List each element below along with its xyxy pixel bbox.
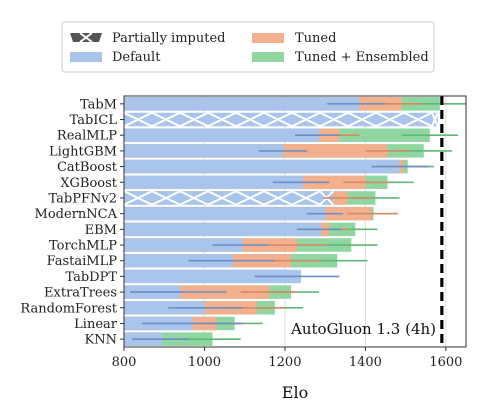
y-tick-label: FastaiMLP bbox=[47, 254, 118, 269]
legend-swatch-tuned bbox=[252, 33, 284, 43]
bar-default bbox=[124, 159, 400, 174]
legend-item-tuned: Tuned bbox=[252, 31, 336, 46]
legend: Partially imputed Tuned Default Tuned + … bbox=[61, 21, 435, 73]
hatch-line bbox=[124, 190, 153, 206]
y-tick-label: KNN bbox=[85, 333, 117, 348]
y-tick-label: ModernNCA bbox=[35, 207, 118, 222]
bar-default bbox=[124, 191, 334, 205]
hatch-line bbox=[179, 111, 209, 128]
bar-default bbox=[124, 222, 322, 237]
axes bbox=[123, 95, 467, 348]
y-tick-label: CatBoost bbox=[57, 160, 118, 175]
legend-swatch-default bbox=[70, 52, 102, 62]
bar-default bbox=[124, 206, 326, 221]
legend-item-ensembled: Tuned + Ensembled bbox=[252, 50, 429, 65]
hatch-line bbox=[124, 111, 153, 128]
y-tick-label: TabICL bbox=[70, 113, 118, 128]
y-tick-labels: TabMTabICLRealMLPLightGBMCatBoostXGBoost… bbox=[20, 97, 124, 348]
hatch-line bbox=[375, 111, 405, 128]
hatch-line bbox=[207, 190, 237, 206]
y-tick-label: ExtraTrees bbox=[44, 286, 117, 301]
reference-line-label: AutoGluon 1.3 (4h) bbox=[290, 320, 436, 338]
hatch-line bbox=[319, 111, 349, 128]
hatch-line bbox=[179, 190, 209, 206]
hatch-line bbox=[263, 190, 293, 206]
y-tick-label: RandomForest bbox=[20, 301, 117, 316]
bar-default bbox=[124, 175, 304, 190]
hatch-line bbox=[235, 190, 265, 206]
y-tick-label: TorchMLP bbox=[49, 239, 117, 254]
legend-label-default: Default bbox=[112, 50, 161, 65]
y-tick-label: TabDPT bbox=[65, 270, 117, 285]
x-axis-title: Elo bbox=[282, 383, 308, 402]
y-tick-label: EBM bbox=[85, 223, 117, 238]
hatch-line bbox=[151, 190, 181, 206]
bar-default bbox=[124, 238, 243, 252]
y-tick-label: Linear bbox=[74, 317, 118, 332]
y-tick-label: RealMLP bbox=[57, 129, 117, 144]
bar-default bbox=[124, 97, 360, 111]
x-tick-label: 1200 bbox=[268, 355, 301, 370]
bar-default bbox=[124, 301, 205, 315]
x-tick-labels: 800 1000 1200 1400 1600 bbox=[112, 347, 462, 370]
hatch-line bbox=[347, 111, 377, 128]
legend-item-imputed: Partially imputed bbox=[70, 31, 225, 46]
x-tick-label: 1400 bbox=[349, 355, 382, 370]
legend-swatch-ensembled bbox=[252, 52, 284, 62]
hatch-line bbox=[151, 111, 181, 128]
y-tick-label: LightGBM bbox=[49, 144, 117, 159]
hatch-line bbox=[291, 190, 321, 206]
hatch-line bbox=[263, 111, 293, 128]
bar-default bbox=[124, 269, 302, 284]
bar-default bbox=[124, 253, 233, 268]
hatch-line bbox=[431, 112, 439, 127]
bars-layer bbox=[124, 97, 466, 346]
hatch-line bbox=[235, 111, 265, 128]
y-tick-label: XGBoost bbox=[60, 176, 118, 191]
bar-default bbox=[124, 128, 320, 142]
plot-frame bbox=[123, 95, 467, 348]
hatch-line bbox=[403, 111, 433, 128]
legend-label-ensembled: Tuned + Ensembled bbox=[295, 50, 429, 65]
hatch-line bbox=[207, 111, 237, 128]
legend-frame bbox=[61, 21, 435, 73]
legend-item-default: Default bbox=[70, 50, 161, 65]
imputed-hatch bbox=[124, 111, 439, 128]
bar-default bbox=[124, 144, 283, 158]
x-tick-label: 1000 bbox=[188, 355, 221, 370]
legend-label-tuned: Tuned bbox=[295, 31, 336, 46]
y-tick-label: TabPFNv2 bbox=[49, 191, 118, 206]
x-tick-label: 800 bbox=[112, 355, 137, 370]
hatch-line bbox=[291, 111, 321, 128]
y-tick-label: TabM bbox=[80, 97, 117, 112]
x-tick-label: 1600 bbox=[429, 355, 462, 370]
legend-label-imputed: Partially imputed bbox=[112, 31, 225, 46]
